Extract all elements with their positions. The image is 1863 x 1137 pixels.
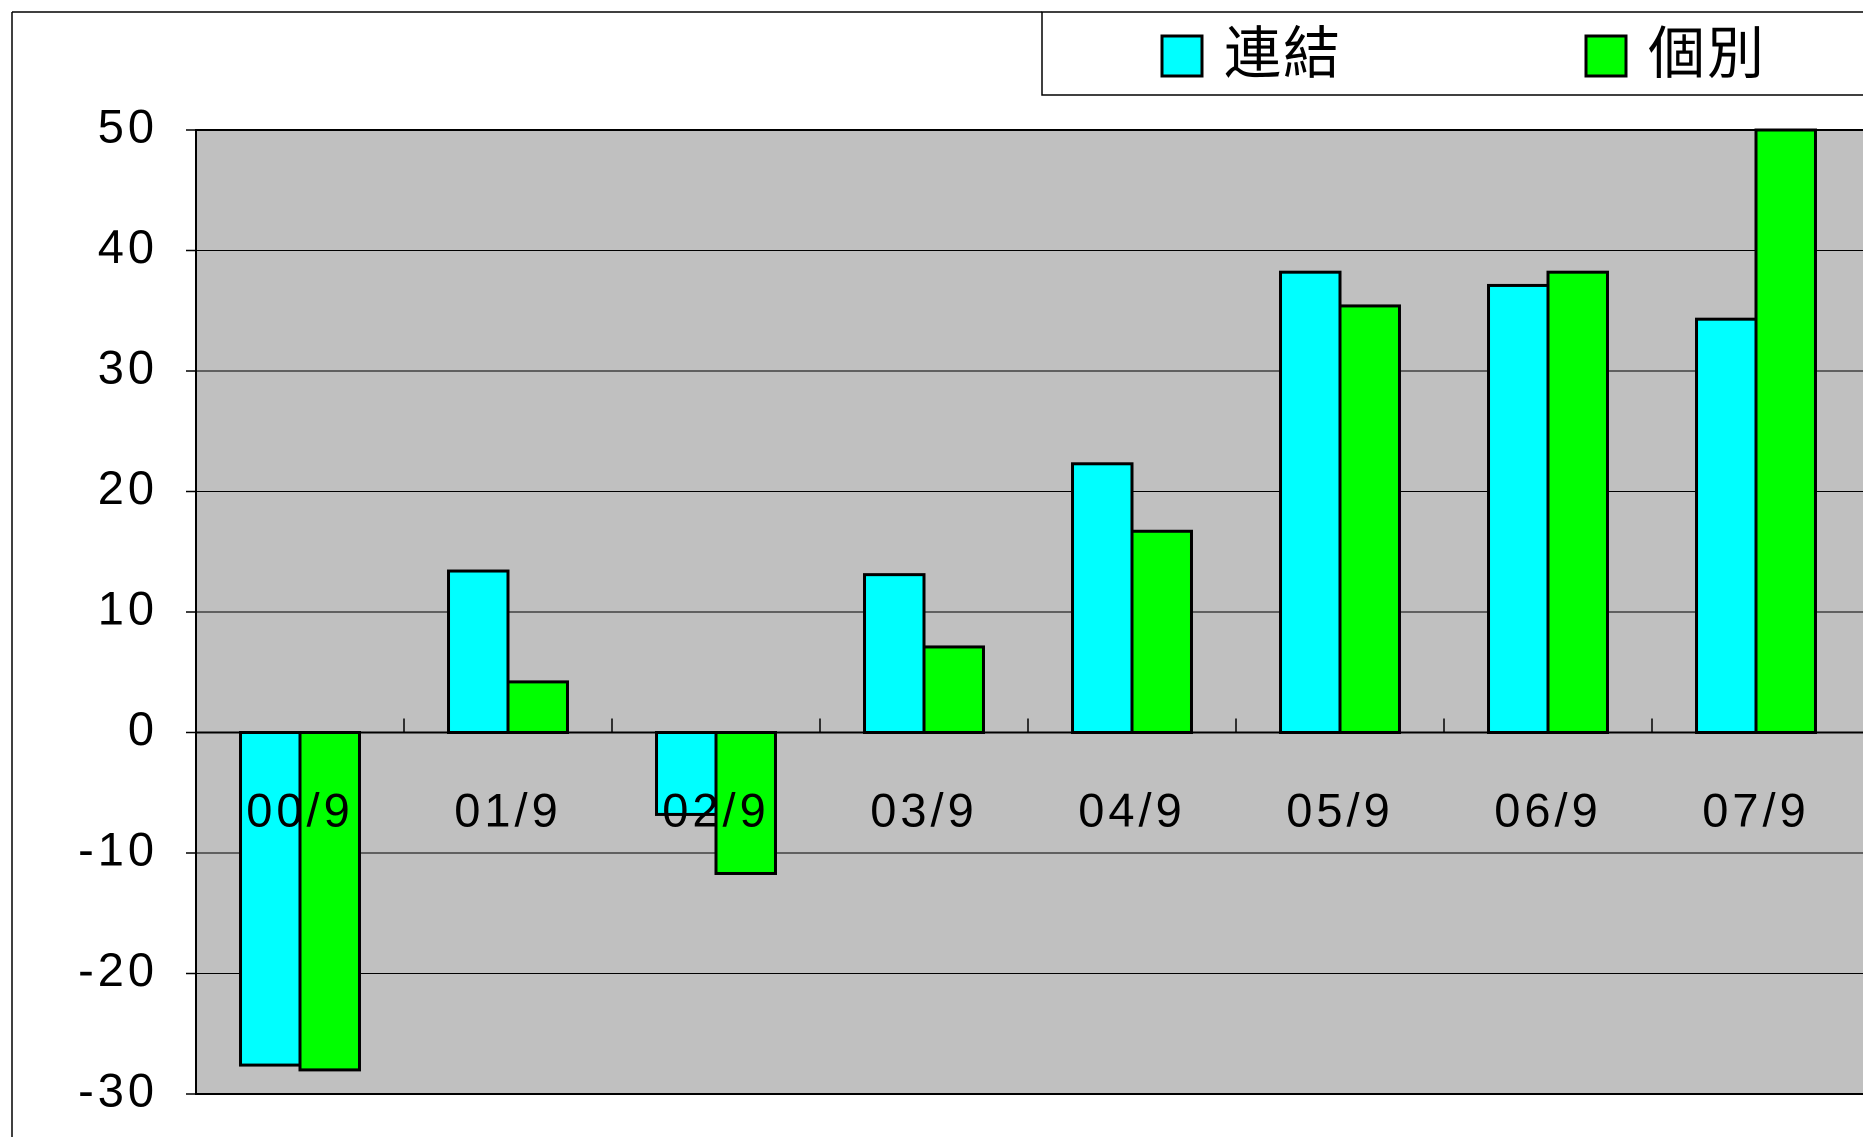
x-tick-label: 05/9 [1286, 783, 1393, 836]
bar [655, 731, 718, 816]
x-tick-label: 01/9 [454, 783, 561, 836]
bar [922, 645, 985, 735]
bar [1546, 270, 1609, 734]
bar [447, 569, 510, 735]
x-tick-label: 06/9 [1494, 783, 1601, 836]
bar [1279, 270, 1342, 734]
y-tick-label: -20 [78, 943, 158, 996]
legend-swatch [1584, 34, 1628, 78]
bar [863, 573, 926, 735]
bar [1338, 304, 1401, 734]
bar [1487, 283, 1550, 734]
y-tick-label: 50 [98, 99, 158, 152]
x-tick-label: 04/9 [1078, 783, 1185, 836]
bar [298, 731, 361, 1072]
y-tick-label: 30 [98, 340, 158, 393]
bar [1754, 128, 1817, 734]
bar [714, 731, 777, 875]
bar [1695, 317, 1758, 734]
legend-label: 個別 [1648, 22, 1766, 86]
y-tick-label: 0 [128, 702, 158, 755]
y-tick-label: 10 [98, 581, 158, 634]
legend-label: 連結 [1224, 22, 1342, 86]
x-tick-label: 07/9 [1702, 783, 1809, 836]
bar [506, 680, 569, 735]
x-tick-label: 00/9 [246, 783, 353, 836]
y-tick-label: 20 [98, 461, 158, 514]
bar [1071, 462, 1134, 734]
x-tick-label: 03/9 [870, 783, 977, 836]
y-tick-label: 40 [98, 220, 158, 273]
y-tick-label: -30 [78, 1063, 158, 1116]
x-tick-label: 02/9 [662, 783, 769, 836]
bar [239, 731, 302, 1067]
y-tick-label: -10 [78, 822, 158, 875]
bar [1130, 529, 1193, 735]
legend-swatch [1160, 34, 1204, 78]
